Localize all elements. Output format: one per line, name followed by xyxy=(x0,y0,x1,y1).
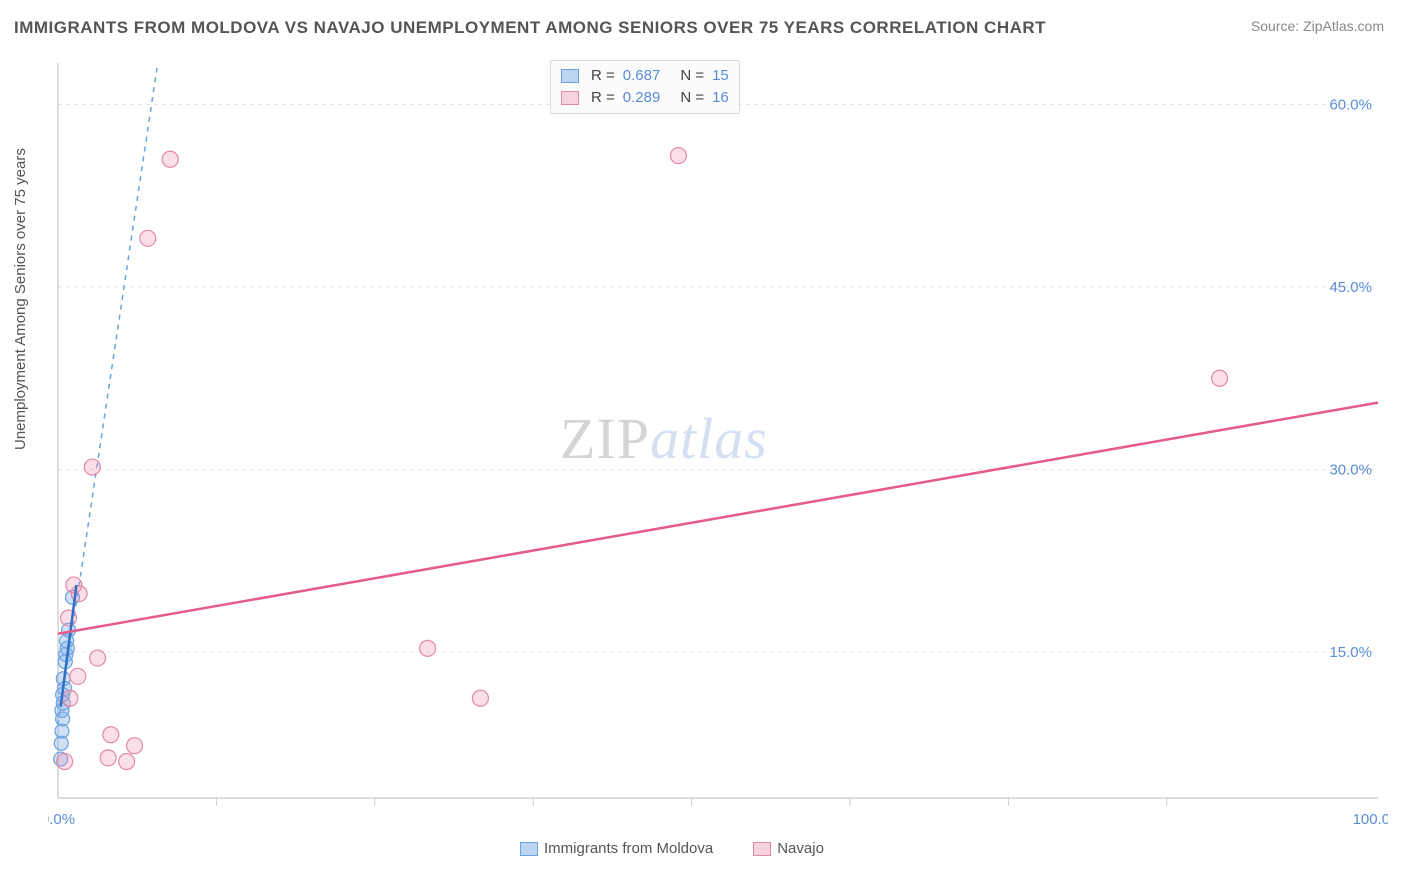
legend-r-label: R = xyxy=(591,87,615,109)
svg-text:60.0%: 60.0% xyxy=(1329,97,1372,114)
series-legend-item: Immigrants from Moldova xyxy=(520,840,713,857)
chart-title: IMMIGRANTS FROM MOLDOVA VS NAVAJO UNEMPL… xyxy=(14,18,1046,38)
legend-n-value: 15 xyxy=(712,65,729,87)
legend-swatch xyxy=(561,91,579,105)
svg-text:45.0%: 45.0% xyxy=(1329,279,1372,296)
svg-text:15.0%: 15.0% xyxy=(1329,644,1372,661)
legend-swatch xyxy=(753,842,771,856)
svg-text:0.0%: 0.0% xyxy=(48,811,75,828)
svg-text:30.0%: 30.0% xyxy=(1329,462,1372,479)
legend-r-value: 0.289 xyxy=(623,87,661,109)
source-attribution: Source: ZipAtlas.com xyxy=(1251,18,1384,34)
source-label: Source: xyxy=(1251,18,1303,34)
svg-text:100.0%: 100.0% xyxy=(1353,811,1388,828)
legend-n-value: 16 xyxy=(712,87,729,109)
series-legend-label: Immigrants from Moldova xyxy=(544,840,713,857)
legend-r-label: R = xyxy=(591,65,615,87)
scatter-chart: 15.0% 30.0% 45.0% 60.0% 0.0% 100.0% xyxy=(48,58,1388,828)
legend-swatch xyxy=(561,69,579,83)
correlation-legend: R = 0.687 N = 15 R = 0.289 N = 16 xyxy=(550,60,740,114)
legend-n-label: N = xyxy=(680,65,704,87)
y-axis-label: Unemployment Among Seniors over 75 years xyxy=(12,148,29,450)
series-legend-label: Navajo xyxy=(777,840,824,857)
legend-n-label: N = xyxy=(680,87,704,109)
legend-row: R = 0.289 N = 16 xyxy=(561,87,729,109)
series-legend-item: Navajo xyxy=(753,840,824,857)
source-value: ZipAtlas.com xyxy=(1303,18,1384,34)
legend-r-value: 0.687 xyxy=(623,65,661,87)
series-legend: Immigrants from Moldova Navajo xyxy=(520,840,854,857)
legend-row: R = 0.687 N = 15 xyxy=(561,65,729,87)
legend-swatch xyxy=(520,842,538,856)
chart-area: 15.0% 30.0% 45.0% 60.0% 0.0% 100.0% xyxy=(48,58,1388,828)
